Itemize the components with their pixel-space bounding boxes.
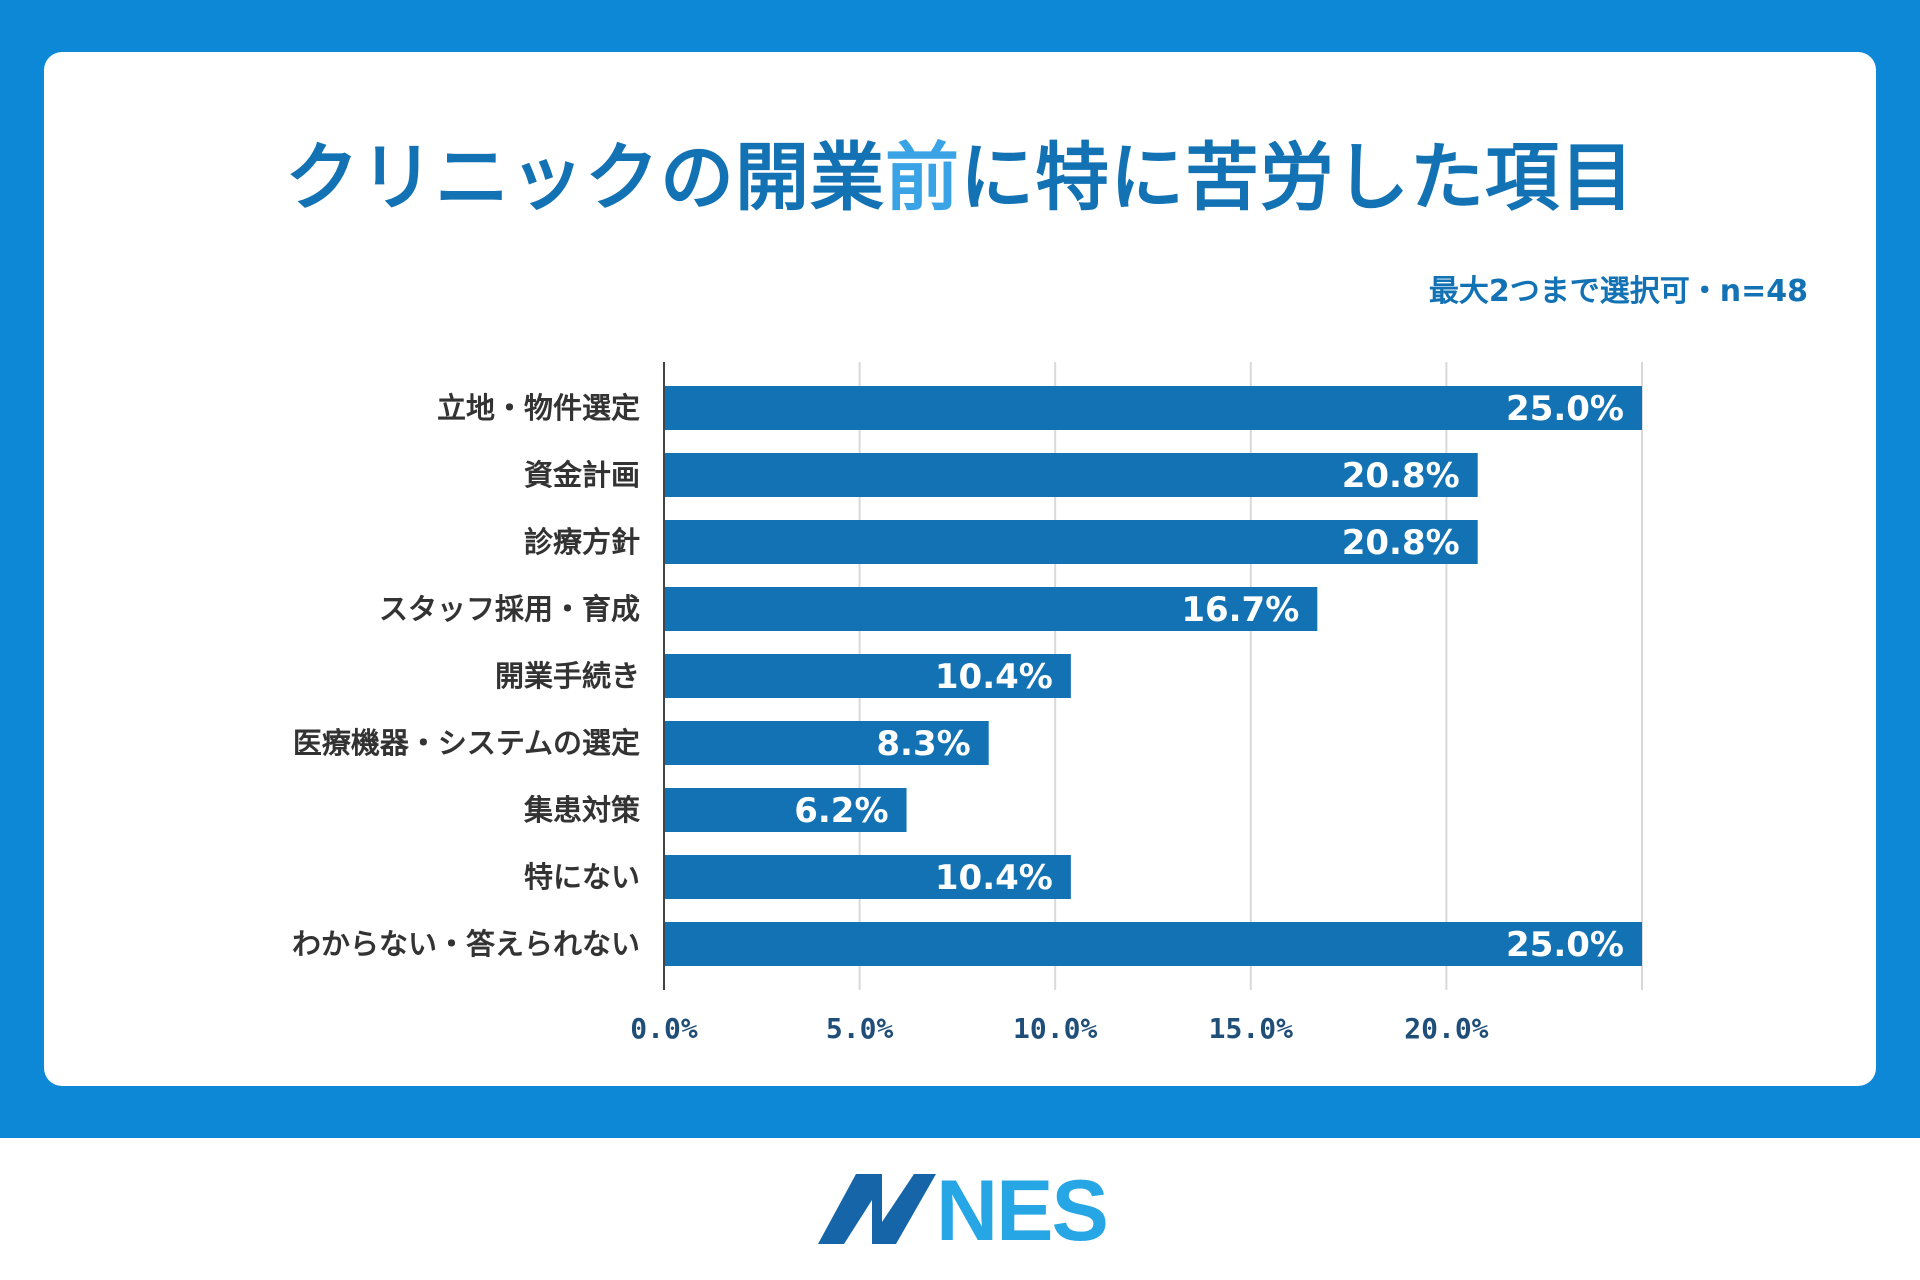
footer: NES [0,1138,1920,1280]
category-label: 開業手続き [495,659,640,693]
category-label: 医療機器・システムの選定 [293,726,640,760]
x-axis-ticks: 0.0% 5.0% 10.0% 15.0% 20.0% [630,1012,1488,1045]
category-label: わからない・答えられない [292,927,640,961]
category-label: 資金計画 [524,458,640,492]
x-tick-label: 5.0% [826,1012,894,1045]
category-label: 集患対策 [523,793,641,827]
bar [664,922,1642,966]
bar [664,386,1642,430]
logo-m-mark [818,1174,936,1244]
category-labels: 立地・物件選定資金計画診療方針スタッフ採用・育成開業手続き医療機器・システムの選… [292,391,641,961]
sample-note: 最大2つまで選択可・n=48 [1428,274,1808,309]
bar-chart: 25.0% 20.8% 20.8% 16.7% 10.4% 8.3% 6.2% 10.4% 25… [292,362,1643,1045]
bar [664,788,907,832]
bar-value-label: 20.8% [1342,523,1460,563]
logo-nes-text: NES [936,1172,1107,1246]
bar [664,721,989,765]
x-tick-label: 0.0% [630,1012,698,1045]
chart-card [44,52,1876,1086]
mnes-logo: NES [818,1172,1108,1246]
x-tick-label: 15.0% [1209,1012,1293,1045]
category-label: スタッフ採用・育成 [379,592,640,626]
bar-value-label: 8.3% [876,724,970,764]
category-label: 診療方針 [524,525,640,559]
bar [664,520,1478,564]
bar [664,453,1478,497]
title-accent: 前 [885,135,960,221]
bar [664,855,1071,899]
bar-value-label: 25.0% [1506,389,1624,429]
category-label: 立地・物件選定 [437,391,640,425]
bar-value-label: 25.0% [1506,925,1624,965]
bar-value-label: 10.4% [935,858,1053,898]
bars: 25.0% 20.8% 20.8% 16.7% 10.4% 8.3% 6.2% 10.4% 25… [664,386,1642,966]
bar-value-label: 20.8% [1342,456,1460,496]
chart-title: クリニックの開業前に特に苦労した項目 [0,118,1920,225]
x-tick-label: 20.0% [1404,1012,1488,1045]
x-tick-label: 10.0% [1013,1012,1097,1045]
title-part-2: に特に苦労した項目 [960,135,1635,221]
bar [664,587,1318,631]
bar-value-label: 10.4% [935,657,1053,697]
bar-value-label: 16.7% [1181,590,1299,630]
bar-value-label: 6.2% [794,791,888,831]
blue-frame [0,0,1920,1138]
bar [664,654,1071,698]
category-label: 特にない [524,860,640,894]
title-part-1: クリニックの開業 [285,135,885,221]
